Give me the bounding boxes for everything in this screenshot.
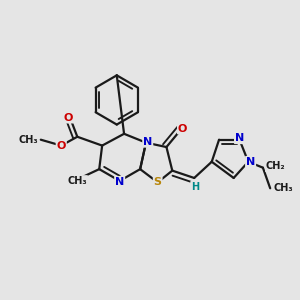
Text: S: S (154, 177, 162, 188)
Text: O: O (64, 112, 73, 123)
Text: CH₃: CH₃ (273, 183, 293, 193)
Text: H: H (191, 182, 199, 192)
Text: N: N (246, 157, 255, 167)
Text: O: O (178, 124, 187, 134)
Text: N: N (115, 177, 124, 187)
Text: O: O (56, 141, 66, 151)
Text: N: N (143, 137, 152, 147)
Text: CH₃: CH₃ (18, 135, 38, 145)
Text: N: N (235, 133, 244, 143)
Text: CH₂: CH₂ (266, 161, 285, 171)
Text: CH₃: CH₃ (68, 176, 87, 186)
